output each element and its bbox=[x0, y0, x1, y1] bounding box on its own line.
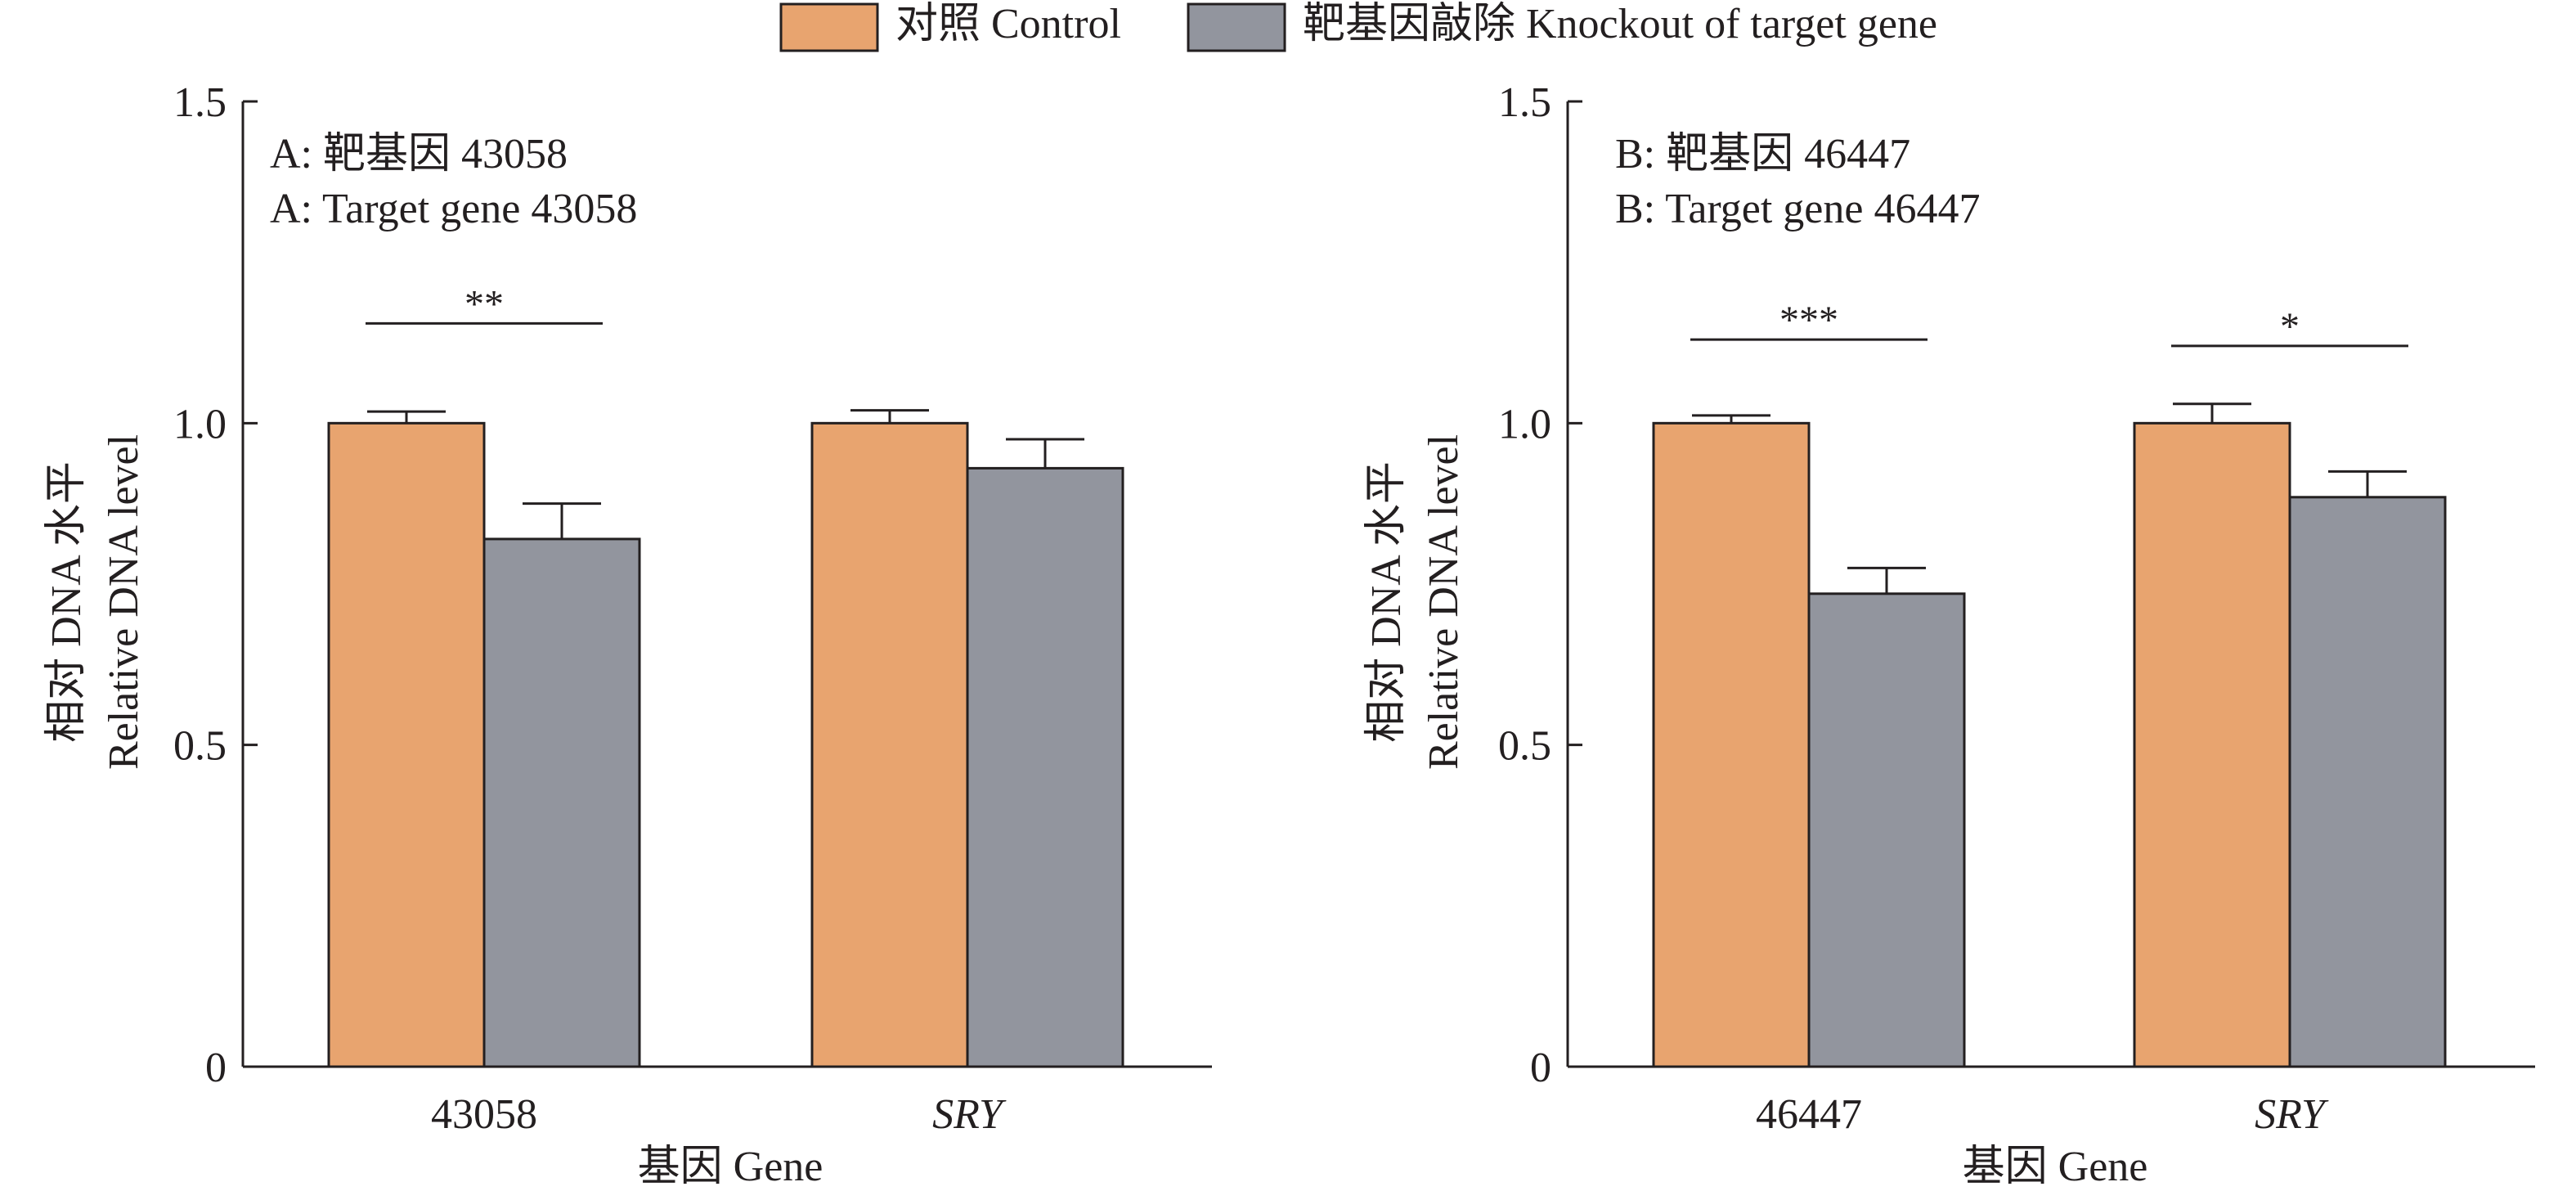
panel-a-title-line-2: A: Target gene 43058 bbox=[270, 186, 637, 232]
panel-b-significance-label: * bbox=[2280, 305, 2300, 348]
legend-label-control: 对照 Control bbox=[895, 1, 1121, 47]
panel-a-x-tick-label: SRY bbox=[932, 1091, 1007, 1138]
panel-b-bar-knockout bbox=[2288, 496, 2447, 1068]
panel-a-bar-control bbox=[327, 421, 486, 1068]
panel-a-title-line-1: A: 靶基因 43058 bbox=[270, 131, 568, 178]
legend-swatch-control bbox=[779, 2, 879, 52]
panel-b-y-tick-label: 1.0 bbox=[1498, 401, 1551, 447]
panel-a-ylabel-line-1: 相对 DNA 水平 bbox=[43, 461, 90, 743]
panel-b-bar-control bbox=[1652, 421, 1811, 1068]
panel-a-bar-control bbox=[810, 421, 969, 1068]
legend-swatch-knockout bbox=[1187, 2, 1286, 52]
panel-b-y-tick-label: 0.5 bbox=[1498, 723, 1551, 770]
panel-b-title-line-2: B: Target gene 46447 bbox=[1615, 186, 1980, 232]
panel-b-title-line-1: B: 靶基因 46447 bbox=[1615, 131, 1910, 178]
panel-a-ylabel-line-2: Relative DNA level bbox=[101, 434, 147, 770]
panel-a-significance-label: ** bbox=[464, 282, 504, 326]
panel-b-bar-knockout bbox=[1807, 592, 1966, 1068]
panel-b-bar-control bbox=[2133, 421, 2291, 1068]
panel-a-y-tick-label: 0 bbox=[205, 1045, 227, 1091]
panel-a-y-tick-label: 0.5 bbox=[173, 723, 227, 770]
panel-b-y-tick-label: 1.5 bbox=[1498, 79, 1551, 126]
panel-b-y-tick-label: 0 bbox=[1530, 1045, 1551, 1091]
panel-b-significance-label: *** bbox=[1779, 299, 1838, 342]
panel-b-x-tick-label: SRY bbox=[2255, 1091, 2329, 1138]
panel-a-xlabel: 基因 Gene bbox=[638, 1144, 824, 1190]
panel-b-ylabel-line-1: 相对 DNA 水平 bbox=[1363, 461, 1410, 743]
legend: 对照 Control 靶基因敲除 Knockout of target gene bbox=[779, 1, 1937, 52]
panel-a-bar-knockout bbox=[482, 537, 641, 1068]
panel-b-chart: B: 靶基因 46447 B: Target gene 46447 相对 DNA… bbox=[1363, 79, 2535, 1190]
panel-b-xlabel: 基因 Gene bbox=[1963, 1144, 2148, 1190]
panel-b-ylabel-line-2: Relative DNA level bbox=[1420, 434, 1467, 770]
legend-label-knockout: 靶基因敲除 Knockout of target gene bbox=[1303, 1, 1937, 47]
panel-a-y-tick-label: 1.5 bbox=[173, 79, 227, 126]
panel-a-chart: A: 靶基因 43058 A: Target gene 43058 相对 DNA… bbox=[43, 79, 1212, 1190]
panel-a-bar-knockout bbox=[966, 466, 1124, 1068]
panel-a-x-tick-label: 43058 bbox=[431, 1091, 537, 1138]
panel-b-x-tick-label: 46447 bbox=[1756, 1091, 1862, 1138]
panel-a-y-tick-label: 1.0 bbox=[173, 401, 227, 447]
